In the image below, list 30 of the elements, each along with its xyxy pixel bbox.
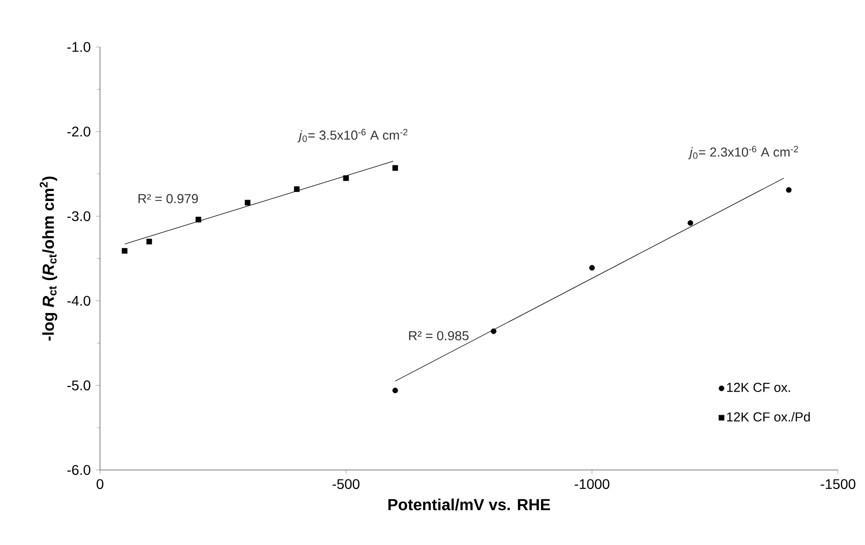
x-tick-label: 0 [96, 479, 104, 490]
y-tick-label: -5.0 [67, 380, 90, 390]
point [392, 165, 398, 171]
annotation: j$_{0}$= 3.5x10$^{-6}$ A cm$^{-2}$ [298, 128, 408, 142]
point [490, 328, 496, 334]
x-tick-label: -1000 [574, 479, 610, 490]
point [589, 264, 595, 271]
point [196, 216, 202, 222]
legend-label: 12K CF ox. [727, 382, 790, 392]
y-tick-label: -2.0 [67, 126, 90, 137]
annotation: R² = 0.985 [409, 331, 469, 340]
point [786, 187, 792, 193]
point [392, 388, 398, 394]
x-axis-title: Potential/mV vs. RHE [388, 498, 550, 510]
annotation: j$_{0}$= 2.3x10$^{-6}$ A cm$^{-2}$ [688, 146, 798, 160]
point [146, 238, 152, 244]
text: -log R$_{ct}$ (R$_{ct}$/ohm cm$^{2}$) [40, 176, 58, 341]
x-tick-label: -500 [332, 479, 360, 490]
point [122, 248, 128, 254]
y-tick-label: -6.0 [67, 465, 90, 475]
point [294, 186, 300, 192]
annotation: R² = 0.979 [138, 194, 198, 204]
legend-label: 12K CF ox./Pd [727, 412, 810, 422]
x-tick-label: -1500 [820, 479, 856, 490]
y-tick-label: -1.0 [67, 42, 90, 52]
y-tick-label: -3.0 [67, 211, 90, 222]
point [688, 220, 694, 226]
y-tick-label: -4.0 [67, 296, 90, 306]
point [244, 200, 250, 206]
point [343, 175, 349, 181]
